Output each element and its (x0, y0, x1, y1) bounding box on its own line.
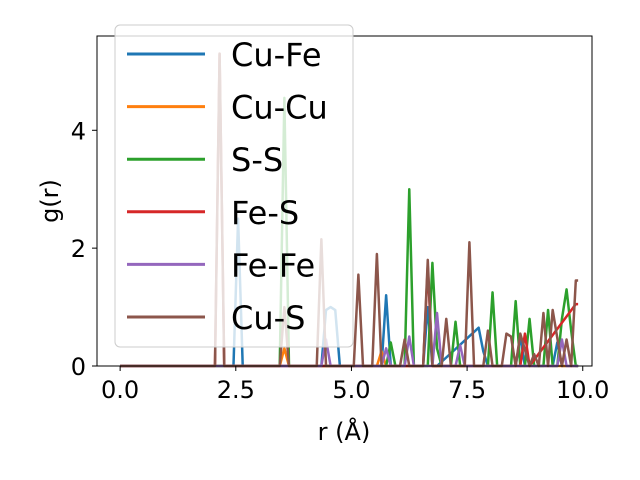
x-tick-label: 5.0 (332, 376, 370, 404)
legend-label-s-s: S-S (231, 141, 283, 179)
y-tick-label: 4 (71, 117, 86, 145)
legend-entries: Cu-Fe Cu-Cu S-S Fe-S Fe-Fe Cu-S (127, 36, 328, 337)
y-tick-label: 0 (71, 353, 86, 381)
legend-label-fe-fe: Fe-Fe (231, 246, 315, 284)
x-tick-label: 10.0 (556, 376, 609, 404)
x-tick-label: 0.0 (101, 376, 139, 404)
x-tick-label: 7.5 (448, 376, 486, 404)
x-axis-label: r (Å) (318, 417, 371, 446)
x-tick-label: 2.5 (217, 376, 255, 404)
legend-label-cu-cu: Cu-Cu (231, 89, 328, 127)
legend-label-cu-fe: Cu-Fe (231, 36, 322, 74)
legend: Cu-Fe Cu-Cu S-S Fe-S Fe-Fe Cu-S (114, 24, 354, 348)
y-axis-label: g(r) (36, 179, 64, 223)
legend-label-fe-s: Fe-S (231, 194, 299, 232)
x-axis-ticks: 0.0 2.5 5.0 7.5 10.0 (101, 366, 609, 404)
y-tick-label: 2 (71, 235, 86, 263)
y-axis-ticks: 0 2 4 (71, 117, 97, 381)
legend-label-cu-s: Cu-S (231, 299, 305, 337)
